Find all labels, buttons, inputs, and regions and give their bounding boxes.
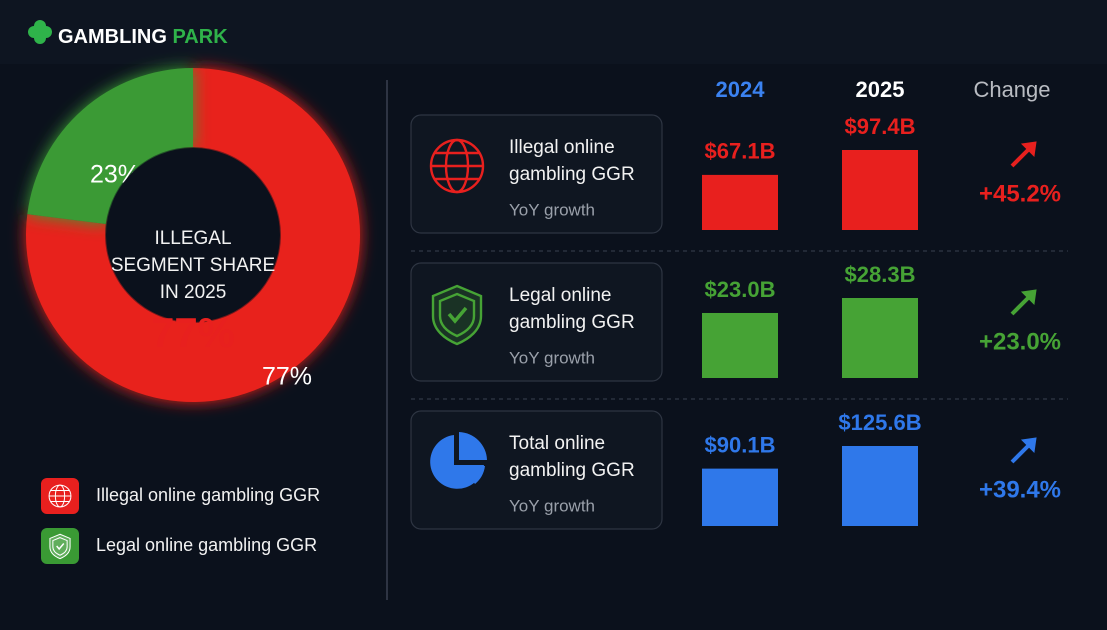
icon-part xyxy=(435,151,479,181)
row-name: Illegal online gambling GGR xyxy=(509,137,635,185)
column-header: 2024 xyxy=(716,77,766,102)
arrow-head xyxy=(1020,289,1037,306)
row-name: Total online gambling GGR xyxy=(509,433,635,481)
donut-hole xyxy=(106,148,280,322)
row-subtitle: YoY growth xyxy=(509,348,595,367)
value-label: $97.4B xyxy=(845,114,916,139)
value-label: $28.3B xyxy=(845,262,916,287)
bar xyxy=(842,150,918,230)
arrow-head xyxy=(1020,141,1037,158)
arrow-shaft xyxy=(1010,294,1032,316)
arrow-shaft xyxy=(1010,442,1032,464)
brand: GAMBLING PARK xyxy=(58,26,228,48)
donut-slice xyxy=(27,68,193,224)
center-label: SEGMENT SHARE xyxy=(111,255,275,276)
globe-icon xyxy=(429,138,485,194)
icon-part xyxy=(447,306,468,324)
change-label: +45.2% xyxy=(979,180,1061,207)
shield-icon xyxy=(49,533,71,560)
row-card xyxy=(410,114,663,234)
center-label: IN 2025 xyxy=(160,282,227,303)
legend-label: Legal online gambling GGR xyxy=(96,535,317,555)
column-header: 2025 xyxy=(856,77,905,102)
change-arrow xyxy=(1010,289,1037,316)
bar xyxy=(702,174,778,230)
row-name-box: Illegal online gambling GGR xyxy=(509,137,635,185)
row-subtitle: YoY growth xyxy=(509,200,595,219)
shield-icon xyxy=(431,284,483,346)
bar xyxy=(842,298,918,378)
legend-label: Illegal online gambling GGR xyxy=(96,485,320,505)
icon-part xyxy=(459,432,487,460)
row-name: Legal online gambling GGR xyxy=(509,285,635,333)
change-label: +39.4% xyxy=(979,476,1061,503)
center-label: ILLEGAL xyxy=(154,228,231,249)
change-arrow xyxy=(1010,141,1037,168)
header-bar xyxy=(0,0,1107,64)
value-label: $67.1B xyxy=(705,139,776,164)
row-subtitle: YoY growth xyxy=(509,496,595,515)
column-header: Change xyxy=(973,77,1050,102)
donut-slice xyxy=(25,68,361,403)
icon-part xyxy=(52,537,68,556)
logo-icon xyxy=(28,20,52,44)
bar xyxy=(842,446,918,526)
value-label: $125.6B xyxy=(838,410,921,435)
icon-part xyxy=(461,466,485,484)
change-label: +23.0% xyxy=(979,328,1061,355)
bar xyxy=(702,468,778,526)
legend-swatch xyxy=(41,528,79,564)
bar xyxy=(702,312,778,378)
globe-icon xyxy=(48,484,72,508)
row-name-box: Total online gambling GGR xyxy=(509,433,635,481)
value-label: $90.1B xyxy=(705,432,776,457)
arrow-shaft xyxy=(1010,146,1032,168)
slice-label: 77% xyxy=(262,363,312,391)
row-name-box: Legal online gambling GGR xyxy=(509,285,635,333)
icon-part xyxy=(56,543,65,551)
arrow-head xyxy=(1020,437,1037,454)
icon-part xyxy=(438,292,476,338)
change-arrow xyxy=(1010,437,1037,464)
center-value: 77% xyxy=(151,309,235,356)
value-label: $23.0B xyxy=(705,277,776,302)
pie-icon xyxy=(430,432,487,489)
icon-part xyxy=(50,490,70,502)
